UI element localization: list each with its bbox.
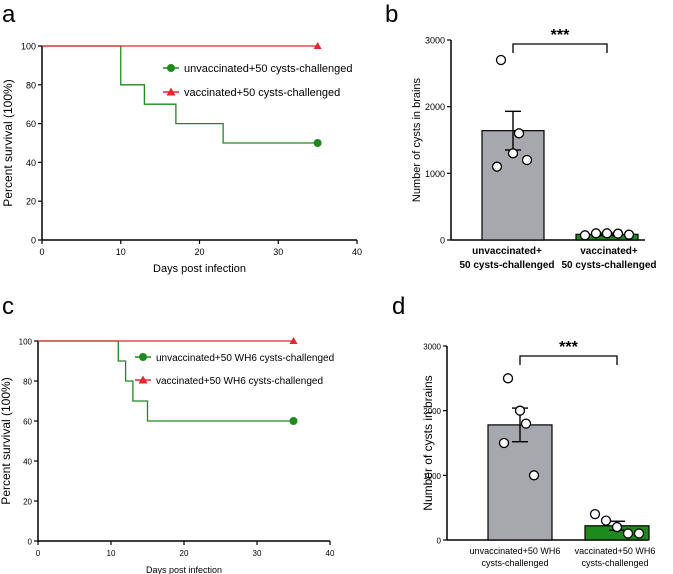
- x-category-label: unvaccinated+50 WH6: [470, 546, 561, 556]
- data-point: [601, 228, 613, 239]
- y-tick-label: 40: [26, 158, 36, 168]
- data-point: [521, 154, 533, 166]
- data-point: [502, 373, 514, 384]
- y-tick-label: 20: [26, 197, 36, 207]
- x-category-label: vaccinated+: [580, 246, 638, 257]
- chart-a: 0 20 40 60 80 100 0 10 20 30 40 Days post infection…: [1, 42, 362, 276]
- y-axis-title: Percent survival (100%): [0, 377, 13, 504]
- x-category-label: cysts-challenged: [581, 558, 648, 568]
- legend-label: vaccinated+50 WH6 cysts-challenged: [156, 376, 323, 387]
- y-tick-label: 2000: [425, 102, 445, 112]
- y-tick-label: 60: [26, 119, 36, 129]
- y-tick-label: 1000: [423, 472, 441, 481]
- x-category-label: unvaccinated+: [472, 246, 542, 257]
- y-tick-label: 0: [440, 236, 445, 246]
- series-end-marker-1: [313, 139, 322, 147]
- panel-label-d: d: [392, 293, 405, 320]
- legend-label: unvaccinated+50 WH6 cysts-challenged: [156, 353, 334, 364]
- bar-1: [487, 424, 553, 541]
- data-point: [507, 148, 519, 159]
- y-tick-label: 60: [23, 418, 32, 427]
- series-line-1: [42, 45, 318, 144]
- data-point: [611, 521, 623, 533]
- significance-label: ***: [559, 339, 578, 356]
- x-category-label: vaccinated+50 WH6: [575, 546, 656, 556]
- x-category-label: 50 cysts-challenged: [561, 260, 656, 271]
- y-tick-label: 80: [26, 80, 36, 90]
- y-tick-label: 0: [31, 236, 36, 246]
- data-point: [633, 528, 645, 539]
- legend-label: unvaccinated+50 cysts-challenged: [184, 63, 352, 75]
- x-category-label: cysts-challenged: [481, 558, 548, 568]
- x-tick-label: 0: [36, 549, 41, 558]
- legend-marker: [167, 64, 175, 72]
- x-tick-label: 30: [273, 247, 283, 257]
- chart-b: 0 1000 2000 3000 Number of cysts in brains un…: [411, 27, 657, 271]
- y-tick-label: 100: [21, 42, 36, 52]
- y-tick-label: 3000: [423, 343, 441, 352]
- chart-c: 0 20 40 60 80 100 0 10 20 30 40 Days post infection…: [0, 337, 335, 574]
- data-point: [579, 230, 591, 241]
- x-tick-label: 20: [194, 247, 204, 257]
- data-point: [513, 128, 525, 139]
- data-point: [491, 161, 503, 172]
- x-tick-label: 30: [253, 549, 262, 558]
- data-point: [622, 528, 634, 539]
- data-point: [600, 515, 612, 526]
- x-category-label: 50 cysts-challenged: [459, 260, 554, 271]
- data-point: [612, 228, 624, 239]
- x-tick-label: 40: [326, 549, 335, 558]
- chart-d: 0 1000 2000 3000 Number of cysts in brains un…: [421, 339, 655, 568]
- series-end-marker-1: [289, 417, 298, 425]
- significance-bracket: [519, 355, 618, 365]
- y-tick-label: 1000: [425, 169, 445, 179]
- data-point: [623, 229, 635, 240]
- y-axis-title: Number of cysts in brains: [421, 375, 435, 510]
- x-tick-label: 20: [180, 549, 189, 558]
- data-point: [528, 470, 540, 481]
- series-end-marker-2: [313, 42, 322, 49]
- panel-label-c: c: [2, 293, 14, 320]
- data-point: [495, 54, 507, 66]
- y-tick-label: 20: [23, 498, 32, 507]
- x-tick-label: 40: [352, 247, 362, 257]
- data-point: [589, 508, 601, 520]
- y-tick-label: 40: [23, 458, 32, 467]
- panel-label-b: b: [385, 1, 398, 28]
- data-point: [514, 405, 526, 416]
- y-tick-label: 3000: [425, 36, 445, 46]
- y-tick-label: 80: [23, 378, 32, 387]
- legend-marker: [166, 87, 176, 96]
- data-point: [498, 437, 510, 449]
- legend-marker: [138, 375, 148, 384]
- y-tick-label: 0: [28, 538, 33, 547]
- x-tick-label: 0: [39, 247, 44, 257]
- y-axis-title: Number of cysts in brains: [411, 77, 423, 202]
- y-axis-title: Percent survival (100%): [1, 79, 15, 206]
- y-tick-label: 0: [437, 537, 442, 546]
- y-tick-label: 100: [19, 338, 33, 347]
- x-axis-title: Days post infection: [153, 263, 246, 275]
- significance-bracket: [512, 43, 608, 53]
- legend-label: vaccinated+50 cysts-challenged: [184, 87, 340, 99]
- data-point: [520, 418, 532, 429]
- x-tick-label: 10: [107, 549, 116, 558]
- data-point: [590, 228, 602, 239]
- series-end-marker-2: [289, 337, 298, 344]
- y-tick-label: 2000: [423, 407, 441, 416]
- panel-label-a: a: [2, 1, 16, 28]
- legend-marker: [139, 353, 147, 361]
- significance-label: ***: [551, 27, 570, 44]
- x-axis-title: Days post infection: [146, 565, 222, 574]
- x-tick-label: 10: [116, 247, 126, 257]
- series-line-1: [38, 340, 294, 422]
